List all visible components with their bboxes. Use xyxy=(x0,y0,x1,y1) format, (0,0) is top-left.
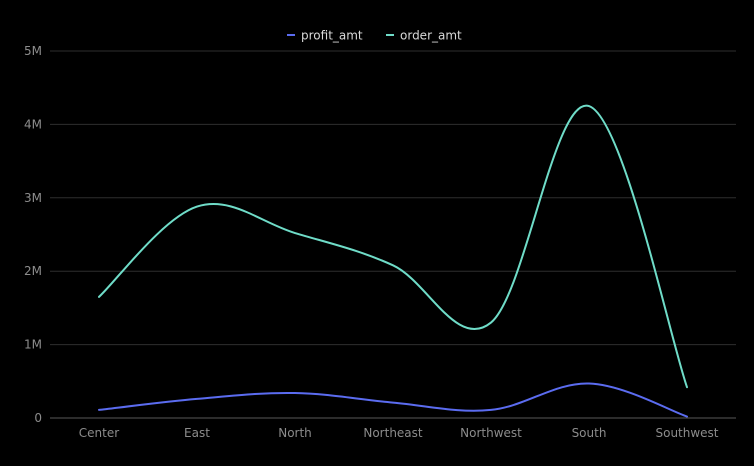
x-tick-label: Southwest xyxy=(655,426,718,440)
series-line-order-amt[interactable] xyxy=(98,105,688,389)
y-axis-ticks: 0 1M 2M 3M 4M 5M xyxy=(24,44,42,425)
series-lines xyxy=(98,105,688,418)
x-tick-label: East xyxy=(184,426,210,440)
y-tick-label: 3M xyxy=(24,191,42,205)
series-line-profit-amt[interactable] xyxy=(98,382,688,418)
x-tick-label: Center xyxy=(79,426,119,440)
legend-label[interactable]: profit_amt xyxy=(301,29,363,43)
x-tick-label: Northwest xyxy=(460,426,522,440)
y-tick-label: 0 xyxy=(34,411,42,425)
legend-label[interactable]: order_amt xyxy=(400,29,462,43)
grid-lines xyxy=(50,50,736,419)
x-tick-label: Northeast xyxy=(363,426,423,440)
y-tick-label: 5M xyxy=(24,44,42,58)
x-tick-label: North xyxy=(278,426,312,440)
y-tick-label: 1M xyxy=(24,338,42,352)
y-tick-label: 2M xyxy=(24,264,42,278)
x-tick-label: South xyxy=(572,426,607,440)
y-tick-label: 4M xyxy=(24,117,42,131)
x-axis-ticks: Center East North Northeast Northwest South So… xyxy=(79,426,719,440)
legend: profit_amt order_amt xyxy=(287,29,462,43)
